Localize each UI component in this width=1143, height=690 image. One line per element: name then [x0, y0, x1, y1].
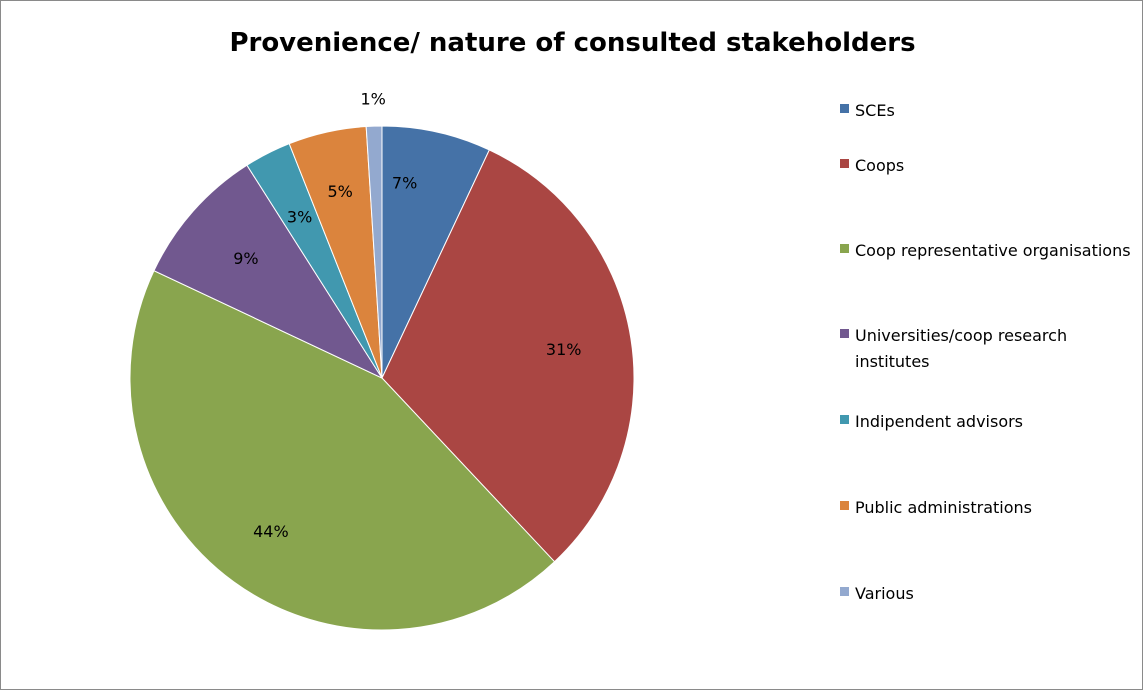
- data-label-universities-coop-research-institutes: 9%: [233, 249, 258, 268]
- legend-label: Various: [855, 584, 914, 603]
- pie-slice-universities-coop-research-institutes: [153, 164, 384, 380]
- data-label-sces: 7%: [392, 174, 417, 193]
- legend-swatch: [840, 501, 849, 510]
- legend-swatch: [840, 159, 849, 168]
- data-label-various: 1%: [361, 89, 386, 108]
- legend: SCEs Coops Coop representative organisatio…: [840, 1, 1140, 689]
- data-label-coops: 31%: [546, 340, 582, 359]
- pie-slice-various: [365, 125, 383, 379]
- pie-data-labels: 7% 31% 44% 9% 3% 5% 1%: [233, 89, 581, 541]
- pie-slice-sces: [381, 125, 490, 379]
- pie-slice-coop-representative-organisations: [129, 270, 556, 631]
- pie-slice-coops: [381, 149, 635, 563]
- pie-slices: [129, 125, 635, 631]
- data-label-coop-representative-organisations: 44%: [253, 522, 289, 541]
- legend-swatch: [840, 104, 849, 113]
- legend-label: Universities/coop research institutes: [855, 326, 1068, 371]
- legend-swatch: [840, 329, 849, 338]
- legend-label: Indipendent advisors: [855, 412, 1024, 431]
- chart-title: Provenience/ nature of consulted stakeho…: [229, 28, 916, 58]
- legend-label: Coop representative organisations: [855, 241, 1131, 260]
- data-label-public-administrations: 5%: [328, 182, 353, 201]
- data-label-indipendent-advisors: 3%: [287, 207, 312, 226]
- legend-label: SCEs: [855, 101, 895, 120]
- legend-swatch: [840, 587, 849, 596]
- legend-label: Coops: [855, 156, 905, 175]
- legend-swatch: [840, 415, 849, 424]
- legend-label: Public administrations: [855, 498, 1032, 517]
- legend-swatch: [840, 244, 849, 253]
